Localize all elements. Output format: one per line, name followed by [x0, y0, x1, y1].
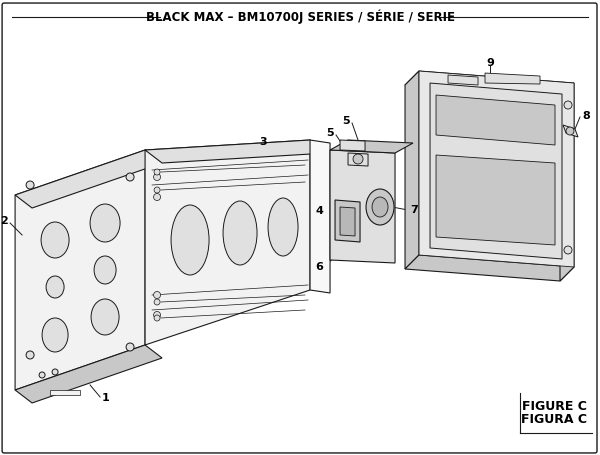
Circle shape: [26, 351, 34, 359]
Text: 3: 3: [259, 137, 267, 147]
Polygon shape: [310, 140, 330, 293]
Polygon shape: [330, 150, 395, 263]
Text: 2: 2: [1, 216, 8, 226]
Polygon shape: [405, 255, 574, 281]
Circle shape: [26, 181, 34, 189]
Ellipse shape: [41, 222, 69, 258]
Text: 5: 5: [326, 128, 334, 138]
Ellipse shape: [94, 256, 116, 284]
Polygon shape: [330, 140, 413, 153]
Polygon shape: [340, 207, 355, 236]
Text: 9: 9: [486, 58, 494, 68]
Circle shape: [154, 173, 161, 181]
Ellipse shape: [268, 198, 298, 256]
Text: 5: 5: [343, 116, 350, 126]
Polygon shape: [340, 140, 365, 151]
Ellipse shape: [366, 189, 394, 225]
Circle shape: [154, 315, 160, 321]
Circle shape: [564, 101, 572, 109]
Ellipse shape: [42, 318, 68, 352]
Polygon shape: [50, 390, 80, 395]
Circle shape: [154, 187, 160, 193]
Text: 4: 4: [315, 206, 323, 216]
Polygon shape: [15, 150, 162, 208]
Text: 7: 7: [410, 205, 418, 215]
Circle shape: [566, 127, 574, 135]
Polygon shape: [348, 153, 368, 166]
Polygon shape: [405, 71, 419, 269]
Ellipse shape: [46, 276, 64, 298]
Polygon shape: [485, 73, 540, 84]
Ellipse shape: [171, 205, 209, 275]
Polygon shape: [563, 125, 578, 137]
Polygon shape: [145, 140, 310, 345]
Polygon shape: [436, 95, 555, 145]
Polygon shape: [560, 83, 574, 281]
Circle shape: [52, 369, 58, 375]
Circle shape: [564, 246, 572, 254]
Polygon shape: [405, 71, 574, 97]
Ellipse shape: [91, 299, 119, 335]
Text: FIGURA C: FIGURA C: [521, 414, 587, 426]
Circle shape: [39, 372, 45, 378]
Circle shape: [154, 312, 161, 318]
Ellipse shape: [372, 197, 388, 217]
Text: 6: 6: [315, 262, 323, 272]
Polygon shape: [145, 140, 327, 163]
Circle shape: [353, 154, 363, 164]
Polygon shape: [430, 83, 562, 259]
Polygon shape: [335, 200, 360, 242]
Polygon shape: [448, 75, 478, 85]
Polygon shape: [15, 345, 162, 403]
Circle shape: [126, 343, 134, 351]
Circle shape: [154, 169, 160, 175]
Text: FIGURE C: FIGURE C: [521, 400, 586, 414]
Ellipse shape: [223, 201, 257, 265]
Circle shape: [154, 292, 161, 298]
Polygon shape: [436, 155, 555, 245]
Circle shape: [126, 173, 134, 181]
Text: 1: 1: [102, 393, 110, 403]
Ellipse shape: [90, 204, 120, 242]
Circle shape: [154, 299, 160, 305]
Text: BLACK MAX – BM10700J SERIES / SÉRIE / SERIE: BLACK MAX – BM10700J SERIES / SÉRIE / SE…: [146, 10, 455, 24]
Polygon shape: [15, 150, 145, 390]
Polygon shape: [419, 71, 574, 267]
Text: 8: 8: [582, 111, 590, 121]
Circle shape: [154, 193, 161, 201]
